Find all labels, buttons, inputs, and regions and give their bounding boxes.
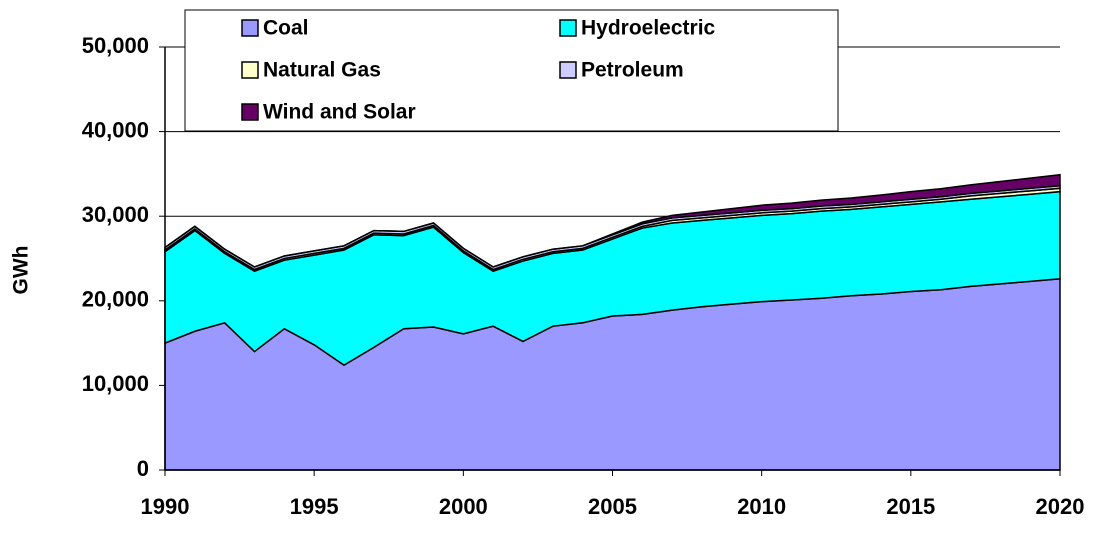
x-tick-label: 1990 [141,494,190,519]
y-tick-label: 50,000 [82,33,149,58]
legend-swatch [241,19,259,37]
legend-label: Hydroelectric [581,17,716,40]
legend-label: Wind and Solar [263,101,416,124]
x-tick-label: 2020 [1036,494,1085,519]
y-tick-label: 30,000 [82,202,149,227]
x-tick-label: 2000 [439,494,488,519]
legend-swatch [241,61,259,79]
area [164,173,1061,268]
legend-swatch [559,61,577,79]
y-tick-label: 0 [137,456,149,481]
legend-label: Petroleum [581,59,684,82]
legend-swatch [241,103,259,121]
y-tick-label: 40,000 [82,117,149,142]
legend-label: Coal [263,17,309,40]
y-axis-title: GWh [10,246,33,295]
y-tick-label: 20,000 [82,287,149,312]
x-tick-label: 2015 [886,494,935,519]
legend [184,9,839,132]
legend-label: Natural Gas [263,59,381,82]
x-tick-label: 1995 [290,494,339,519]
x-tick-label: 2010 [737,494,786,519]
x-tick-label: 2005 [588,494,637,519]
legend-swatch [559,19,577,37]
y-tick-label: 10,000 [82,371,149,396]
